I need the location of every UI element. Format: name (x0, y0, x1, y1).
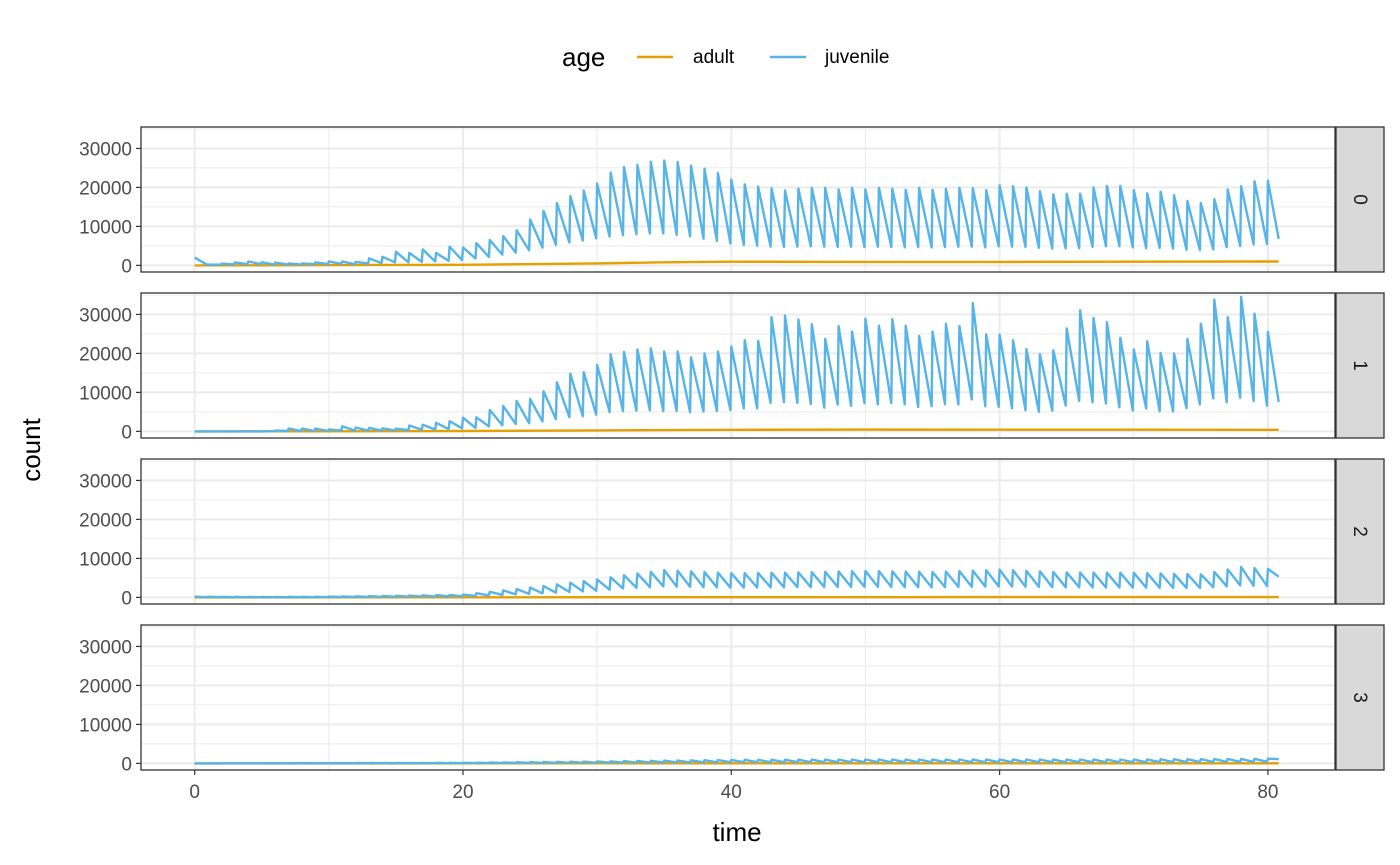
y-tick-label: 20000 (79, 178, 132, 199)
y-tick-label: 0 (121, 588, 132, 609)
legend-label-adult: adult (693, 47, 735, 68)
y-tick-label: 10000 (79, 549, 132, 570)
facet-panel-2: 0 10000 20000 30000 2 (79, 458, 1385, 609)
series-line-adult (194, 260, 1279, 267)
x-tick-label: 0 (189, 782, 200, 803)
y-tick-label: 0 (121, 754, 132, 775)
facet-panel-0: 0 10000 20000 30000 0 (79, 126, 1385, 277)
y-tick-label: 0 (121, 256, 132, 277)
legend-title: age (562, 42, 605, 72)
x-axis: 0 20 40 60 80 (189, 770, 1278, 803)
facet-panel-3: 0 10000 20000 30000 3 (79, 624, 1385, 775)
facet-strip-label: 0 (1349, 194, 1370, 205)
facet-strip-label: 1 (1349, 360, 1370, 371)
series-line-juvenile (194, 757, 1279, 765)
y-tick-label: 0 (121, 422, 132, 443)
series-line-juvenile (194, 565, 1280, 599)
y-tick-label: 30000 (79, 139, 132, 160)
x-axis-title: time (712, 817, 761, 847)
legend-label-juvenile: juvenile (824, 47, 889, 68)
panel-border (140, 458, 1336, 605)
series-line-adult (194, 428, 1279, 433)
y-axis-title: count (16, 417, 46, 481)
panel-background (141, 625, 1335, 770)
y-tick-label: 30000 (79, 305, 132, 326)
panel-border (140, 292, 1336, 439)
facet-strip (1335, 126, 1385, 273)
facet-strip (1335, 458, 1385, 605)
facet-strip-label: 3 (1349, 692, 1370, 703)
x-tick-label: 20 (452, 782, 473, 803)
x-tick-label: 60 (989, 782, 1010, 803)
y-tick-label: 20000 (79, 676, 132, 697)
facet-strip (1335, 624, 1385, 771)
series-line-juvenile (194, 159, 1280, 266)
x-tick-label: 40 (721, 782, 742, 803)
y-tick-label: 20000 (79, 344, 132, 365)
panel-border (140, 126, 1336, 273)
legend: age adult juvenile (562, 42, 889, 72)
series-line-juvenile (194, 295, 1280, 433)
y-tick-label: 20000 (79, 510, 132, 531)
y-tick-label: 10000 (79, 715, 132, 736)
y-tick-label: 30000 (79, 637, 132, 658)
facet-strip-label: 2 (1349, 526, 1370, 537)
y-tick-label: 10000 (79, 383, 132, 404)
facet-panel-1: 0 10000 20000 30000 1 (79, 292, 1385, 443)
facet-strip (1335, 292, 1385, 439)
panel-border (140, 624, 1336, 771)
y-tick-label: 10000 (79, 217, 132, 238)
x-tick-label: 80 (1257, 782, 1278, 803)
y-tick-label: 30000 (79, 471, 132, 492)
facet-panels: 0 10000 20000 30000 0 0 10000 20000 30000 1 0 10000… (79, 126, 1385, 775)
